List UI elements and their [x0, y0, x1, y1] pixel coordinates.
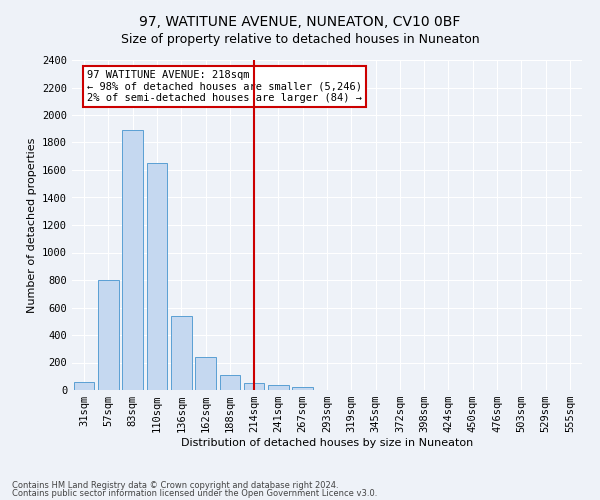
Bar: [268, 385, 289, 390]
Bar: [195, 357, 216, 390]
Bar: [122, 130, 143, 390]
Text: Size of property relative to detached houses in Nuneaton: Size of property relative to detached ho…: [121, 32, 479, 46]
X-axis label: Distribution of detached houses by size in Nuneaton: Distribution of detached houses by size …: [181, 438, 473, 448]
Bar: [292, 387, 313, 390]
Bar: [244, 383, 265, 390]
Bar: [146, 163, 167, 390]
Bar: [74, 382, 94, 390]
Bar: [98, 280, 119, 390]
Y-axis label: Number of detached properties: Number of detached properties: [26, 138, 37, 312]
Text: 97, WATITUNE AVENUE, NUNEATON, CV10 0BF: 97, WATITUNE AVENUE, NUNEATON, CV10 0BF: [139, 15, 461, 29]
Text: 97 WATITUNE AVENUE: 218sqm
← 98% of detached houses are smaller (5,246)
2% of se: 97 WATITUNE AVENUE: 218sqm ← 98% of deta…: [88, 70, 362, 103]
Text: Contains public sector information licensed under the Open Government Licence v3: Contains public sector information licen…: [12, 489, 377, 498]
Bar: [220, 375, 240, 390]
Bar: [171, 316, 191, 390]
Text: Contains HM Land Registry data © Crown copyright and database right 2024.: Contains HM Land Registry data © Crown c…: [12, 480, 338, 490]
